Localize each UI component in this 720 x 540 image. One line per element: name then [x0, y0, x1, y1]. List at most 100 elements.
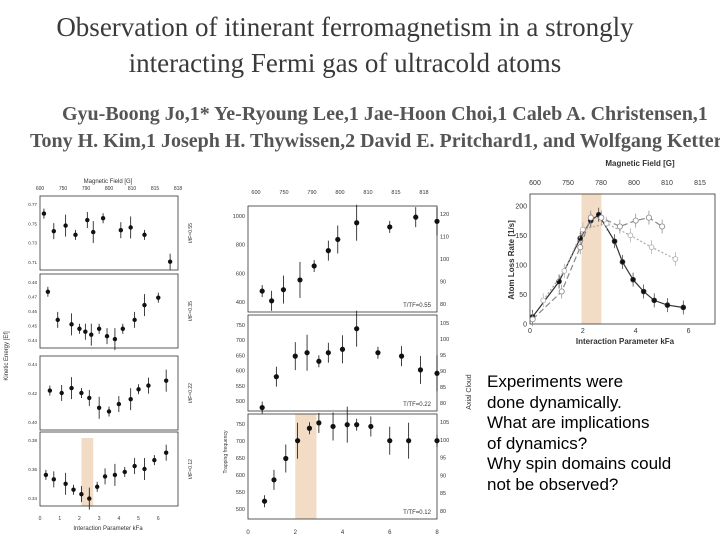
data-point — [598, 214, 605, 221]
right-tick-label: 80 — [440, 302, 446, 308]
data-point — [85, 217, 90, 223]
data-point — [63, 481, 68, 486]
data-point — [540, 297, 547, 304]
data-point — [627, 232, 634, 239]
y-tick-label: 0.77 — [28, 202, 37, 207]
data-point — [354, 422, 360, 428]
top-tick-label: 780 — [595, 180, 607, 187]
authors-line-1: Gyu-Boong Jo,1* Ye-Ryoung Lee,1 Jae-Hoon… — [62, 103, 708, 125]
right-tick-label: 100 — [440, 257, 449, 263]
data-point — [603, 220, 610, 227]
data-point — [640, 288, 647, 295]
x-axis-label: Interaction Parameter kFa — [73, 526, 143, 532]
data-point — [47, 388, 53, 393]
top-tick-label: 600 — [36, 186, 45, 192]
right-tick-label: 85 — [440, 385, 446, 391]
data-point — [118, 228, 124, 233]
data-point — [167, 259, 173, 264]
note-line: Why spin domains could — [487, 454, 672, 473]
shaded-region — [581, 194, 602, 324]
right-tick-label: 80 — [440, 509, 446, 515]
x-tick-label: 2 — [294, 530, 298, 536]
top-tick-label: 810 — [661, 180, 673, 187]
data-point — [142, 232, 147, 238]
data-point — [41, 211, 47, 216]
y-tick-label: 0.45 — [28, 324, 37, 329]
top-tick-label: 810 — [128, 186, 137, 192]
x-tick-label: 0 — [39, 516, 42, 522]
data-point — [561, 268, 568, 274]
top-tick-label: 800 — [628, 180, 640, 187]
data-point — [659, 223, 666, 230]
y-tick-label: 0.36 — [28, 467, 37, 472]
y-tick-label: 0.40 — [28, 420, 37, 425]
shaded-region — [81, 438, 94, 506]
panel-label: t/tF=0.22 — [188, 383, 194, 403]
data-point — [648, 244, 655, 250]
data-point — [325, 248, 331, 254]
data-point — [102, 474, 108, 479]
data-point — [630, 276, 636, 283]
right-axis-label: Axial Cloud — [466, 374, 473, 410]
data-point — [297, 277, 303, 283]
right-tick-label: 95 — [440, 456, 446, 462]
top-tick-label: 815 — [391, 190, 400, 196]
kinetic-energy-figure: Magnetic Field [G] 600 750 790 800 810 815 818 0… — [4, 179, 194, 532]
x-axis-label: Interaction Parameter kFa — [576, 337, 675, 346]
right-tick-label: 85 — [440, 491, 446, 497]
data-point — [558, 288, 565, 295]
data-point — [83, 329, 88, 334]
data-point — [132, 463, 137, 469]
top-tick-label: 600 — [529, 180, 541, 187]
data-point — [577, 244, 584, 251]
data-point — [273, 374, 279, 380]
data-point — [283, 455, 289, 462]
data-point — [91, 229, 96, 235]
left-axis-label: Trapping frequency — [223, 430, 229, 473]
plot-frame — [529, 193, 716, 325]
left-tick-label: 550 — [236, 384, 245, 390]
right-tick-label: 90 — [440, 369, 446, 375]
top-tick-label: 818 — [419, 190, 428, 196]
data-point — [261, 498, 268, 504]
data-point — [632, 217, 639, 224]
data-point — [77, 326, 82, 331]
left-tick-label: 1000 — [233, 214, 245, 220]
right-tick-label: 105 — [440, 420, 449, 426]
data-point — [100, 216, 106, 221]
data-point — [79, 390, 84, 396]
left-tick-label: 750 — [236, 323, 245, 329]
top-tick-label: 750 — [279, 190, 288, 196]
right-tick-label: 100 — [440, 337, 449, 343]
top-tick-label: 600 — [251, 190, 260, 196]
x-tick-label: 0 — [246, 530, 250, 536]
left-tick-label: 600 — [236, 271, 245, 277]
panel-frame — [39, 273, 179, 349]
left-tick-label: 500 — [236, 399, 245, 405]
left-tick-label: 600 — [236, 473, 245, 479]
data-point — [587, 214, 594, 221]
data-point — [387, 224, 393, 230]
data-point — [295, 438, 301, 444]
right-tick-label: 90 — [440, 280, 446, 286]
paper-title-line-2: interacting Fermi gas of ultracold atoms — [128, 48, 562, 78]
data-point — [94, 484, 100, 489]
panel-label: T/TF=0.55 — [403, 303, 432, 309]
data-point — [43, 472, 49, 478]
data-point — [59, 390, 64, 396]
left-tick-label: 400 — [236, 300, 245, 306]
data-point — [417, 367, 424, 373]
y-tick-label: 0.71 — [28, 260, 37, 265]
top-tick-label: 810 — [363, 190, 372, 196]
y-tick-label: 50 — [519, 292, 527, 299]
shaded-region — [295, 414, 317, 519]
data-point — [316, 358, 322, 364]
y-tick-label: 0.48 — [28, 280, 37, 285]
panel-frame — [39, 195, 179, 271]
data-point — [330, 423, 336, 430]
note-line: done dynamically. — [487, 392, 622, 412]
data-point — [146, 383, 151, 388]
data-point — [292, 353, 298, 359]
y-tick-label: 150 — [515, 233, 527, 240]
note-line: Experiments were — [487, 372, 624, 391]
